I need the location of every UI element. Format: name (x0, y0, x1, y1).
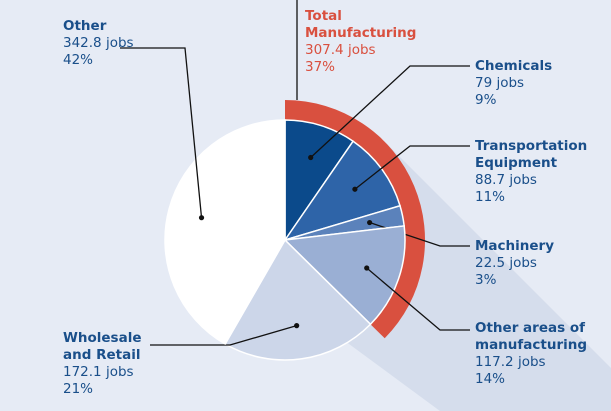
slice-label: Wholesale and Retail 172.1 jobs 21% (63, 330, 153, 398)
value-label: 172.1 jobs (63, 364, 134, 380)
category-name: Transportation Equipment (475, 138, 588, 171)
value-label: 88.7 jobs (475, 172, 537, 188)
value-label: 22.5 jobs (475, 255, 537, 271)
slice-label: Other 342.8 jobs 42% (63, 18, 173, 69)
share-label: 42% (63, 52, 94, 68)
leader-dot (352, 186, 358, 192)
category-name: Machinery (475, 238, 555, 254)
share-label: 14% (475, 371, 506, 387)
group-arc (285, 100, 426, 339)
category-name: Other areas of manufacturing (475, 320, 588, 353)
group-name: Total Manufacturing (305, 8, 417, 41)
slice-label: Other areas of manufacturing 117.2 jobs 14… (475, 320, 610, 388)
group-value: 307.4 jobs (305, 42, 376, 58)
leader-dot (198, 215, 205, 221)
leader-line (366, 267, 470, 331)
value-label: 342.8 jobs (63, 35, 134, 51)
share-label: 9% (475, 92, 497, 108)
share-label: 3% (475, 272, 497, 288)
leader-dot (308, 154, 314, 161)
leader-dot (367, 219, 373, 226)
category-name: Other (63, 18, 107, 34)
category-name: Chemicals (475, 58, 553, 74)
slice-label: Transportation Equipment 88.7 jobs 11% (475, 138, 610, 206)
group-label: Total Manufacturing 307.4 jobs 37% (305, 8, 435, 76)
share-label: 21% (63, 381, 94, 397)
slice (283, 225, 406, 326)
group-share: 37% (305, 59, 336, 75)
slice (283, 140, 401, 242)
leader-line (120, 47, 203, 218)
slice-label: Machinery 22.5 jobs 3% (475, 238, 605, 289)
leader-line (310, 65, 470, 158)
leader-dot (294, 323, 300, 329)
category-name: Wholesale and Retail (63, 330, 142, 363)
slice (224, 238, 372, 361)
slice-label: Chemicals 79 jobs 9% (475, 58, 605, 109)
leader-dot (364, 265, 370, 271)
share-label: 11% (475, 189, 506, 205)
leader-line (150, 324, 297, 346)
value-label: 79 jobs (475, 75, 525, 91)
value-label: 117.2 jobs (475, 354, 546, 370)
slice (164, 119, 286, 346)
leader-line (354, 145, 470, 190)
